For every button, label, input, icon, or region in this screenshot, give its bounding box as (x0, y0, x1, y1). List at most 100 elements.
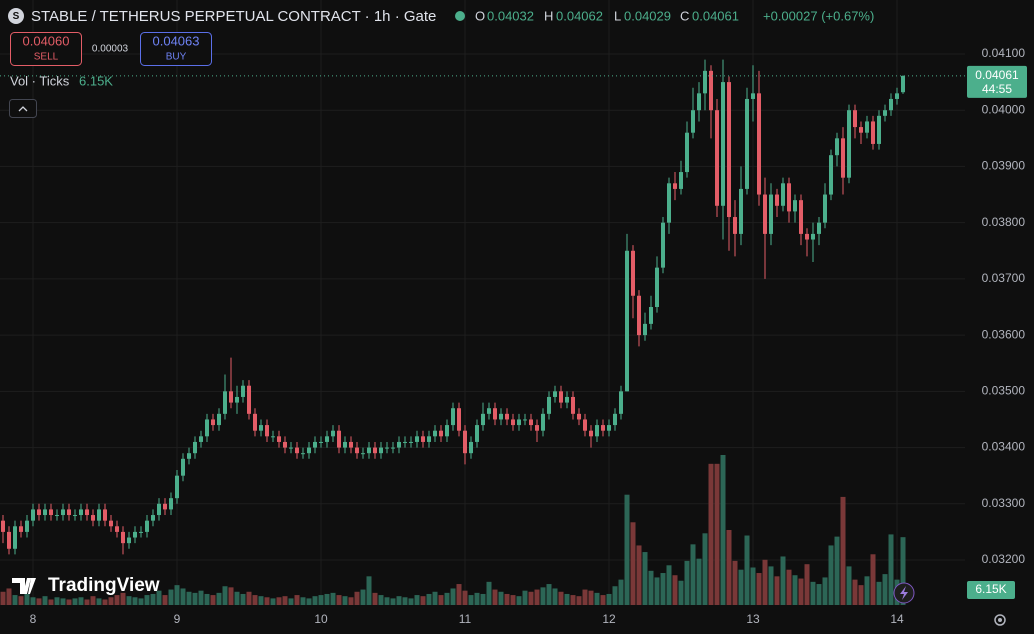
y-tick-label: 0.03900 (982, 159, 1026, 173)
candle-body (571, 396, 575, 414)
candle-body (805, 233, 809, 240)
candle-body (439, 430, 443, 437)
volume-bar (666, 565, 672, 605)
volume-bar (156, 590, 162, 605)
volume-bar (630, 522, 636, 605)
candle-body (211, 419, 215, 426)
candle-body (25, 520, 29, 532)
candle-body (817, 222, 821, 234)
volume-bar (822, 577, 828, 605)
volume-bar (306, 598, 312, 605)
volume-bar (66, 599, 72, 605)
volume-bar (606, 593, 612, 605)
volume-bar (378, 595, 384, 605)
candle-body (319, 441, 323, 443)
volume-bar (342, 596, 348, 605)
collapse-button[interactable] (9, 99, 37, 118)
candle-body (97, 509, 101, 521)
volume-bar (186, 591, 192, 605)
settings-button[interactable] (994, 614, 1006, 626)
volume-bar (216, 592, 222, 605)
volume-bar (534, 589, 540, 605)
volume-bar (408, 598, 414, 605)
candle-body (289, 447, 293, 449)
volume-bar (438, 595, 444, 605)
buy-button[interactable] (140, 32, 212, 66)
candle-body (67, 509, 71, 516)
candle-body (835, 138, 839, 156)
volume-bar (324, 593, 330, 605)
y-tick-label: 0.04100 (982, 46, 1026, 60)
volume-bar (276, 597, 282, 605)
sell-button[interactable] (10, 32, 82, 66)
volume-bar (870, 554, 876, 605)
volume-bar (798, 578, 804, 605)
candle-body (619, 391, 623, 414)
candle-body (535, 425, 539, 431)
candle-body (565, 396, 569, 403)
candle-body (457, 408, 461, 431)
candle-body (163, 503, 167, 510)
volume-bar (678, 580, 684, 605)
candle-body (247, 385, 251, 414)
change: +0.00027 (+0.67%) (763, 8, 874, 23)
volume-bar (690, 544, 696, 605)
candle-body (883, 110, 887, 116)
candle-body (745, 98, 749, 189)
volume-legend[interactable]: Vol · Ticks (10, 73, 70, 88)
chart-title[interactable]: STABLE / TETHERUS PERPETUAL CONTRACT · 1… (31, 8, 436, 25)
candle-body (19, 526, 23, 532)
sell-label: SELL (34, 52, 59, 63)
candle-body (667, 183, 671, 223)
x-tick-label: 12 (602, 612, 616, 626)
symbol-icon-glyph: S (13, 11, 20, 22)
volume-bar (54, 597, 60, 605)
volume-bar (96, 598, 102, 605)
spread: 0.00003 (92, 44, 129, 55)
alert-icon (900, 586, 908, 600)
y-tick-label: 0.03300 (982, 496, 1026, 510)
candle-body (409, 441, 413, 443)
volume-label: 6.15K (975, 582, 1006, 596)
symbol-icon[interactable] (8, 8, 24, 24)
candle-body (229, 391, 233, 403)
volume-bar (414, 595, 420, 605)
candle-body (109, 520, 113, 527)
candle-body (487, 408, 491, 414)
candle-body (871, 121, 875, 144)
ohlc-value: 0.04062 (556, 8, 603, 23)
volume-bar (198, 590, 204, 605)
countdown: 44:55 (982, 82, 1012, 96)
price-axis: 0.03200 0.03300 0.03400 0.03500 0.03600 0.037… (30, 46, 1027, 626)
candle-body (859, 127, 863, 133)
candle-body (331, 430, 335, 437)
candle-body (547, 396, 551, 414)
volume-bar (720, 455, 726, 605)
candle-body (253, 413, 257, 431)
volume-bar (264, 597, 270, 605)
volume-bar (48, 599, 54, 605)
candle-body (481, 413, 485, 426)
candle-body (103, 509, 107, 521)
candle-body (37, 509, 41, 516)
volume-bar (360, 589, 366, 605)
candle-body (217, 413, 221, 426)
candle-body (823, 194, 827, 223)
candle-body (391, 447, 395, 449)
volume-bar (702, 533, 708, 605)
candle-body (475, 425, 479, 442)
candle-body (445, 425, 449, 437)
volume-legend-value: 6.15K (79, 73, 113, 88)
volume-bar (522, 590, 528, 605)
volume-bar (126, 596, 132, 605)
x-tick-label: 13 (746, 612, 760, 626)
volume-bar (120, 592, 126, 605)
volume-bar (858, 585, 864, 605)
candle-body (175, 475, 179, 499)
volume-bar (738, 569, 744, 605)
candle-body (307, 447, 311, 454)
candle-body (499, 413, 503, 420)
brand-name[interactable]: TradingView (48, 575, 160, 596)
volume-bar (372, 592, 378, 605)
candle-body (655, 267, 659, 307)
